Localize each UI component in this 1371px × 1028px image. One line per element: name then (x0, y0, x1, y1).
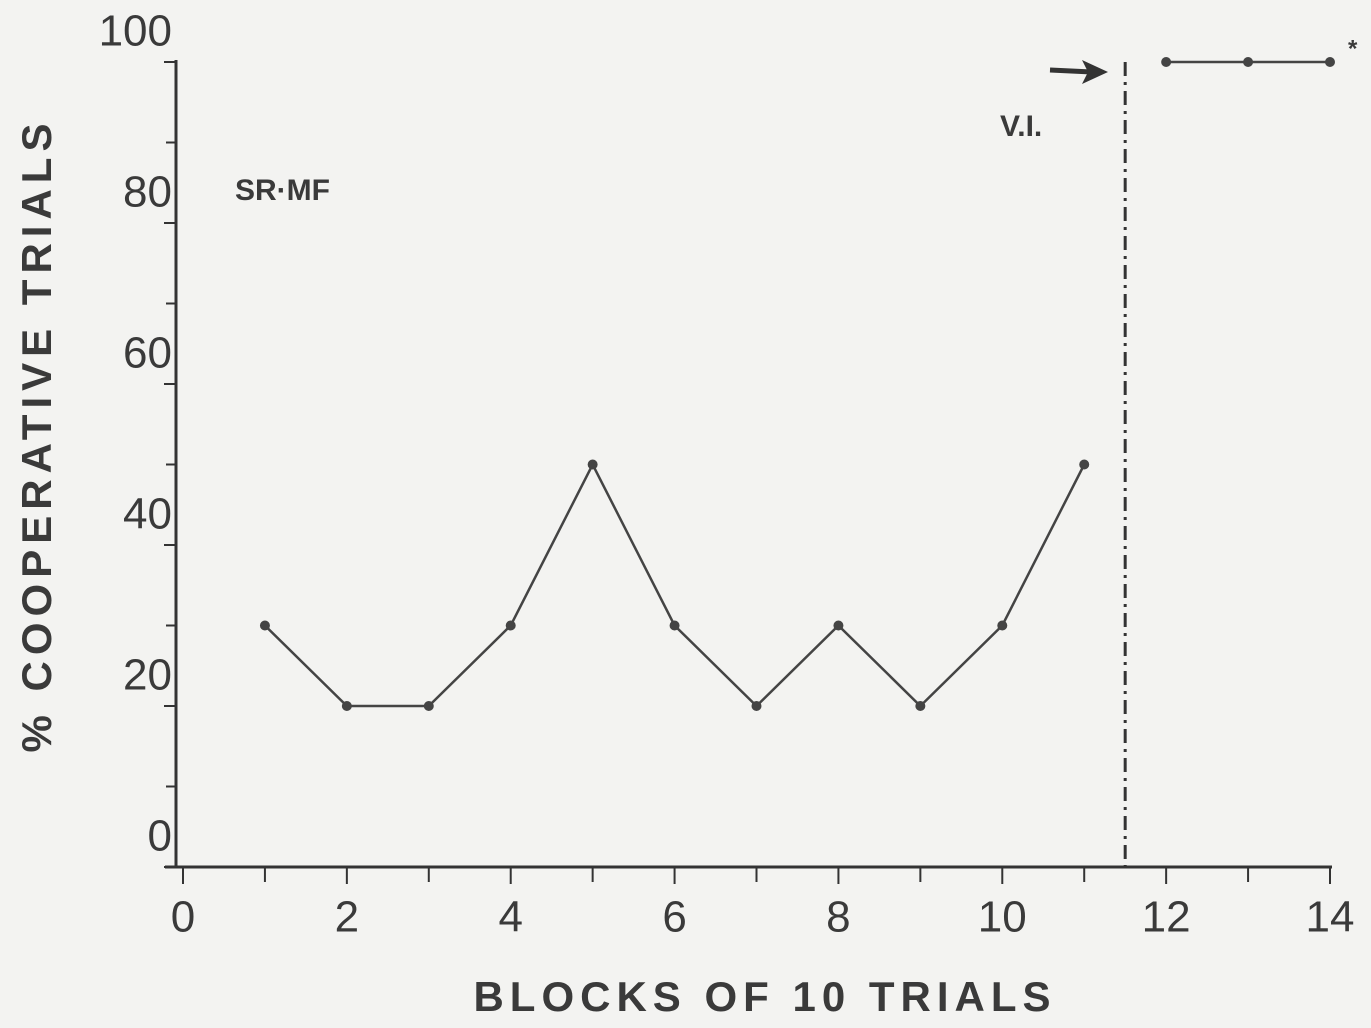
data-point (1325, 57, 1335, 67)
data-point (1161, 57, 1172, 67)
data-line (264, 461, 1086, 708)
y-tick-label: 40 (123, 490, 172, 539)
x-tick-label: 14 (1306, 893, 1355, 942)
y-tick-label: 80 (123, 168, 172, 217)
arrow-head (1082, 60, 1108, 84)
data-point (505, 620, 516, 631)
data-point (1243, 57, 1254, 67)
data-point (997, 620, 1008, 631)
intervention-label: V.I. (1000, 110, 1042, 143)
asterisk: * (1348, 35, 1358, 62)
condition-label: SR·MF (235, 174, 330, 207)
arrow (1049, 67, 1093, 75)
data-point (1079, 459, 1090, 470)
data-point (833, 620, 844, 631)
x-tick-label: 0 (171, 893, 195, 942)
data-point (751, 701, 762, 711)
y-tick-label: 20 (123, 651, 172, 700)
y-axis-title: % COOPERATIVE TRIALS (13, 118, 60, 753)
x-tick-label: 6 (662, 893, 686, 942)
data-point (915, 701, 926, 711)
x-axis-title: BLOCKS OF 10 TRIALS (473, 973, 1056, 1020)
y-tick-label: 60 (123, 329, 172, 378)
x-tick-label: 8 (826, 893, 850, 942)
x-tick-label: 10 (978, 893, 1027, 942)
data-point (587, 459, 598, 470)
data-point (341, 701, 352, 711)
x-tick-label: 12 (1142, 893, 1191, 942)
data-point (669, 620, 680, 631)
data-point (259, 620, 270, 631)
y-tick-label: 100 (99, 7, 172, 56)
data-point (423, 701, 434, 711)
x-tick-label: 2 (335, 893, 359, 942)
y-tick-label: 0 (148, 812, 172, 861)
x-tick-label: 4 (498, 893, 522, 942)
